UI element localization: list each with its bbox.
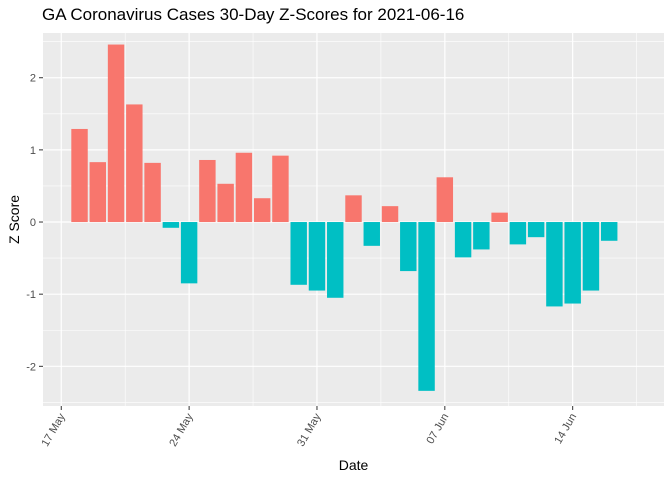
bar	[144, 162, 161, 223]
bar	[527, 222, 545, 238]
bar	[180, 222, 198, 284]
bar	[363, 222, 380, 246]
bar	[162, 222, 180, 228]
y-tick-label: -1	[26, 289, 36, 301]
bar	[327, 222, 344, 298]
bar	[436, 177, 454, 223]
bar	[272, 155, 289, 223]
bar	[345, 195, 362, 223]
y-tick-label: 0	[30, 217, 36, 229]
x-axis: 17 May 24 May 31 May 07 Jun 14 Jun	[39, 406, 579, 449]
bar	[509, 222, 527, 245]
bar	[473, 222, 490, 250]
bar	[418, 222, 435, 391]
bar	[253, 198, 271, 223]
minor-gridlines	[43, 33, 664, 406]
x-axis-title: Date	[339, 457, 369, 473]
bar	[582, 222, 600, 291]
x-tick-label: 14 Jun	[552, 412, 579, 447]
y-axis-title: Z Score	[6, 195, 22, 244]
bar	[546, 222, 563, 307]
bar	[290, 222, 307, 285]
bar	[454, 222, 472, 258]
bar	[71, 128, 88, 223]
x-tick-label: 31 May	[295, 411, 324, 449]
bar	[564, 222, 581, 304]
bar	[308, 222, 326, 291]
y-tick-label: -2	[26, 361, 36, 373]
bar	[217, 183, 234, 223]
bar	[107, 44, 125, 223]
bar	[600, 222, 618, 241]
bar	[89, 162, 107, 223]
x-tick-label: 07 Jun	[425, 412, 452, 447]
x-tick-label: 17 May	[39, 411, 68, 449]
y-axis: -2 -1 0 1 2	[26, 73, 43, 373]
y-tick-label: 1	[30, 145, 36, 157]
bars	[71, 44, 618, 391]
y-tick-label: 2	[30, 73, 36, 85]
chart-title: GA Coronavirus Cases 30-Day Z-Scores for…	[42, 5, 465, 24]
bar	[199, 159, 216, 223]
bar	[126, 104, 143, 223]
bar	[381, 206, 399, 223]
x-tick-label: 24 May	[167, 411, 196, 449]
bar	[235, 152, 253, 223]
bar	[491, 212, 508, 223]
bar	[400, 222, 417, 272]
